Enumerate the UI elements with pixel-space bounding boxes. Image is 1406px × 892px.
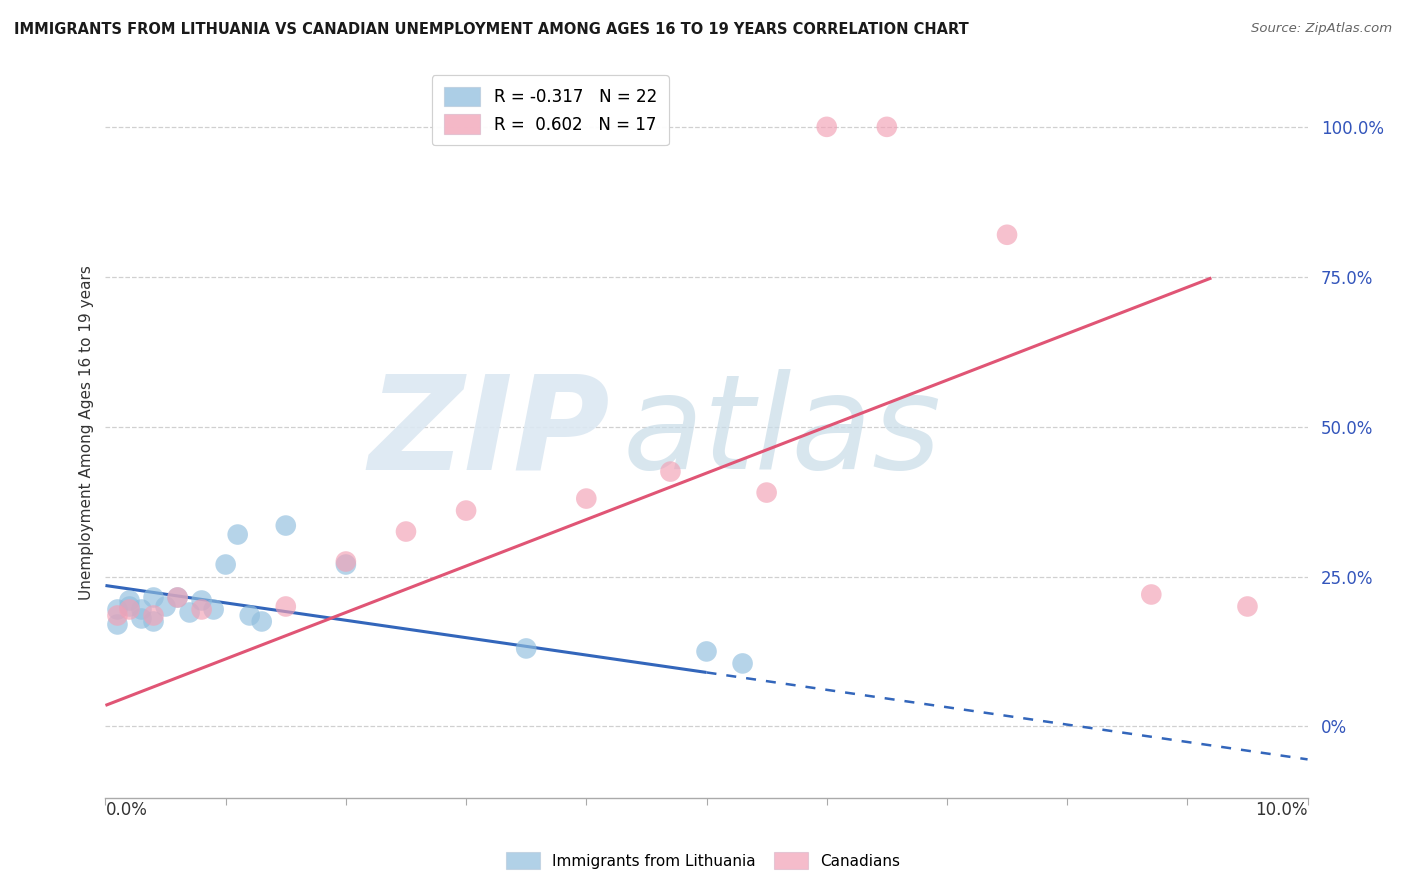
Point: [107, 602, 129, 616]
Point: [239, 608, 262, 623]
Point: [118, 599, 141, 614]
Point: [202, 602, 225, 616]
Point: [659, 465, 682, 479]
Point: [118, 602, 141, 616]
Point: [190, 593, 212, 607]
Text: atlas: atlas: [623, 369, 941, 496]
Point: [1140, 587, 1163, 601]
Point: [815, 120, 838, 134]
Point: [335, 555, 357, 569]
Point: [274, 518, 297, 533]
Point: [274, 599, 297, 614]
Point: [107, 617, 129, 632]
Text: 10.0%: 10.0%: [1256, 801, 1308, 820]
Point: [1236, 599, 1258, 614]
Point: [214, 558, 236, 572]
Point: [155, 599, 177, 614]
Point: [118, 593, 141, 607]
Point: [131, 611, 153, 625]
Y-axis label: Unemployment Among Ages 16 to 19 years: Unemployment Among Ages 16 to 19 years: [79, 265, 94, 600]
Point: [179, 606, 201, 620]
Point: [226, 527, 249, 541]
Text: Source: ZipAtlas.com: Source: ZipAtlas.com: [1251, 22, 1392, 36]
Point: [107, 608, 129, 623]
Point: [755, 485, 778, 500]
Point: [335, 558, 357, 572]
Point: [142, 591, 165, 605]
Point: [696, 644, 718, 658]
Text: IMMIGRANTS FROM LITHUANIA VS CANADIAN UNEMPLOYMENT AMONG AGES 16 TO 19 YEARS COR: IMMIGRANTS FROM LITHUANIA VS CANADIAN UN…: [14, 22, 969, 37]
Point: [995, 227, 1018, 242]
Point: [142, 608, 165, 623]
Point: [731, 657, 754, 671]
Point: [515, 641, 537, 656]
Point: [131, 602, 153, 616]
Point: [876, 120, 898, 134]
Point: [166, 591, 188, 605]
Point: [142, 615, 165, 629]
Point: [250, 615, 273, 629]
Legend: Immigrants from Lithuania, Canadians: Immigrants from Lithuania, Canadians: [501, 846, 905, 875]
Text: ZIP: ZIP: [368, 369, 610, 496]
Point: [575, 491, 598, 506]
Legend: R = -0.317   N = 22, R =  0.602   N = 17: R = -0.317 N = 22, R = 0.602 N = 17: [432, 75, 668, 145]
Text: 0.0%: 0.0%: [105, 801, 148, 820]
Point: [166, 591, 188, 605]
Point: [190, 602, 212, 616]
Point: [454, 503, 477, 517]
Point: [395, 524, 418, 539]
